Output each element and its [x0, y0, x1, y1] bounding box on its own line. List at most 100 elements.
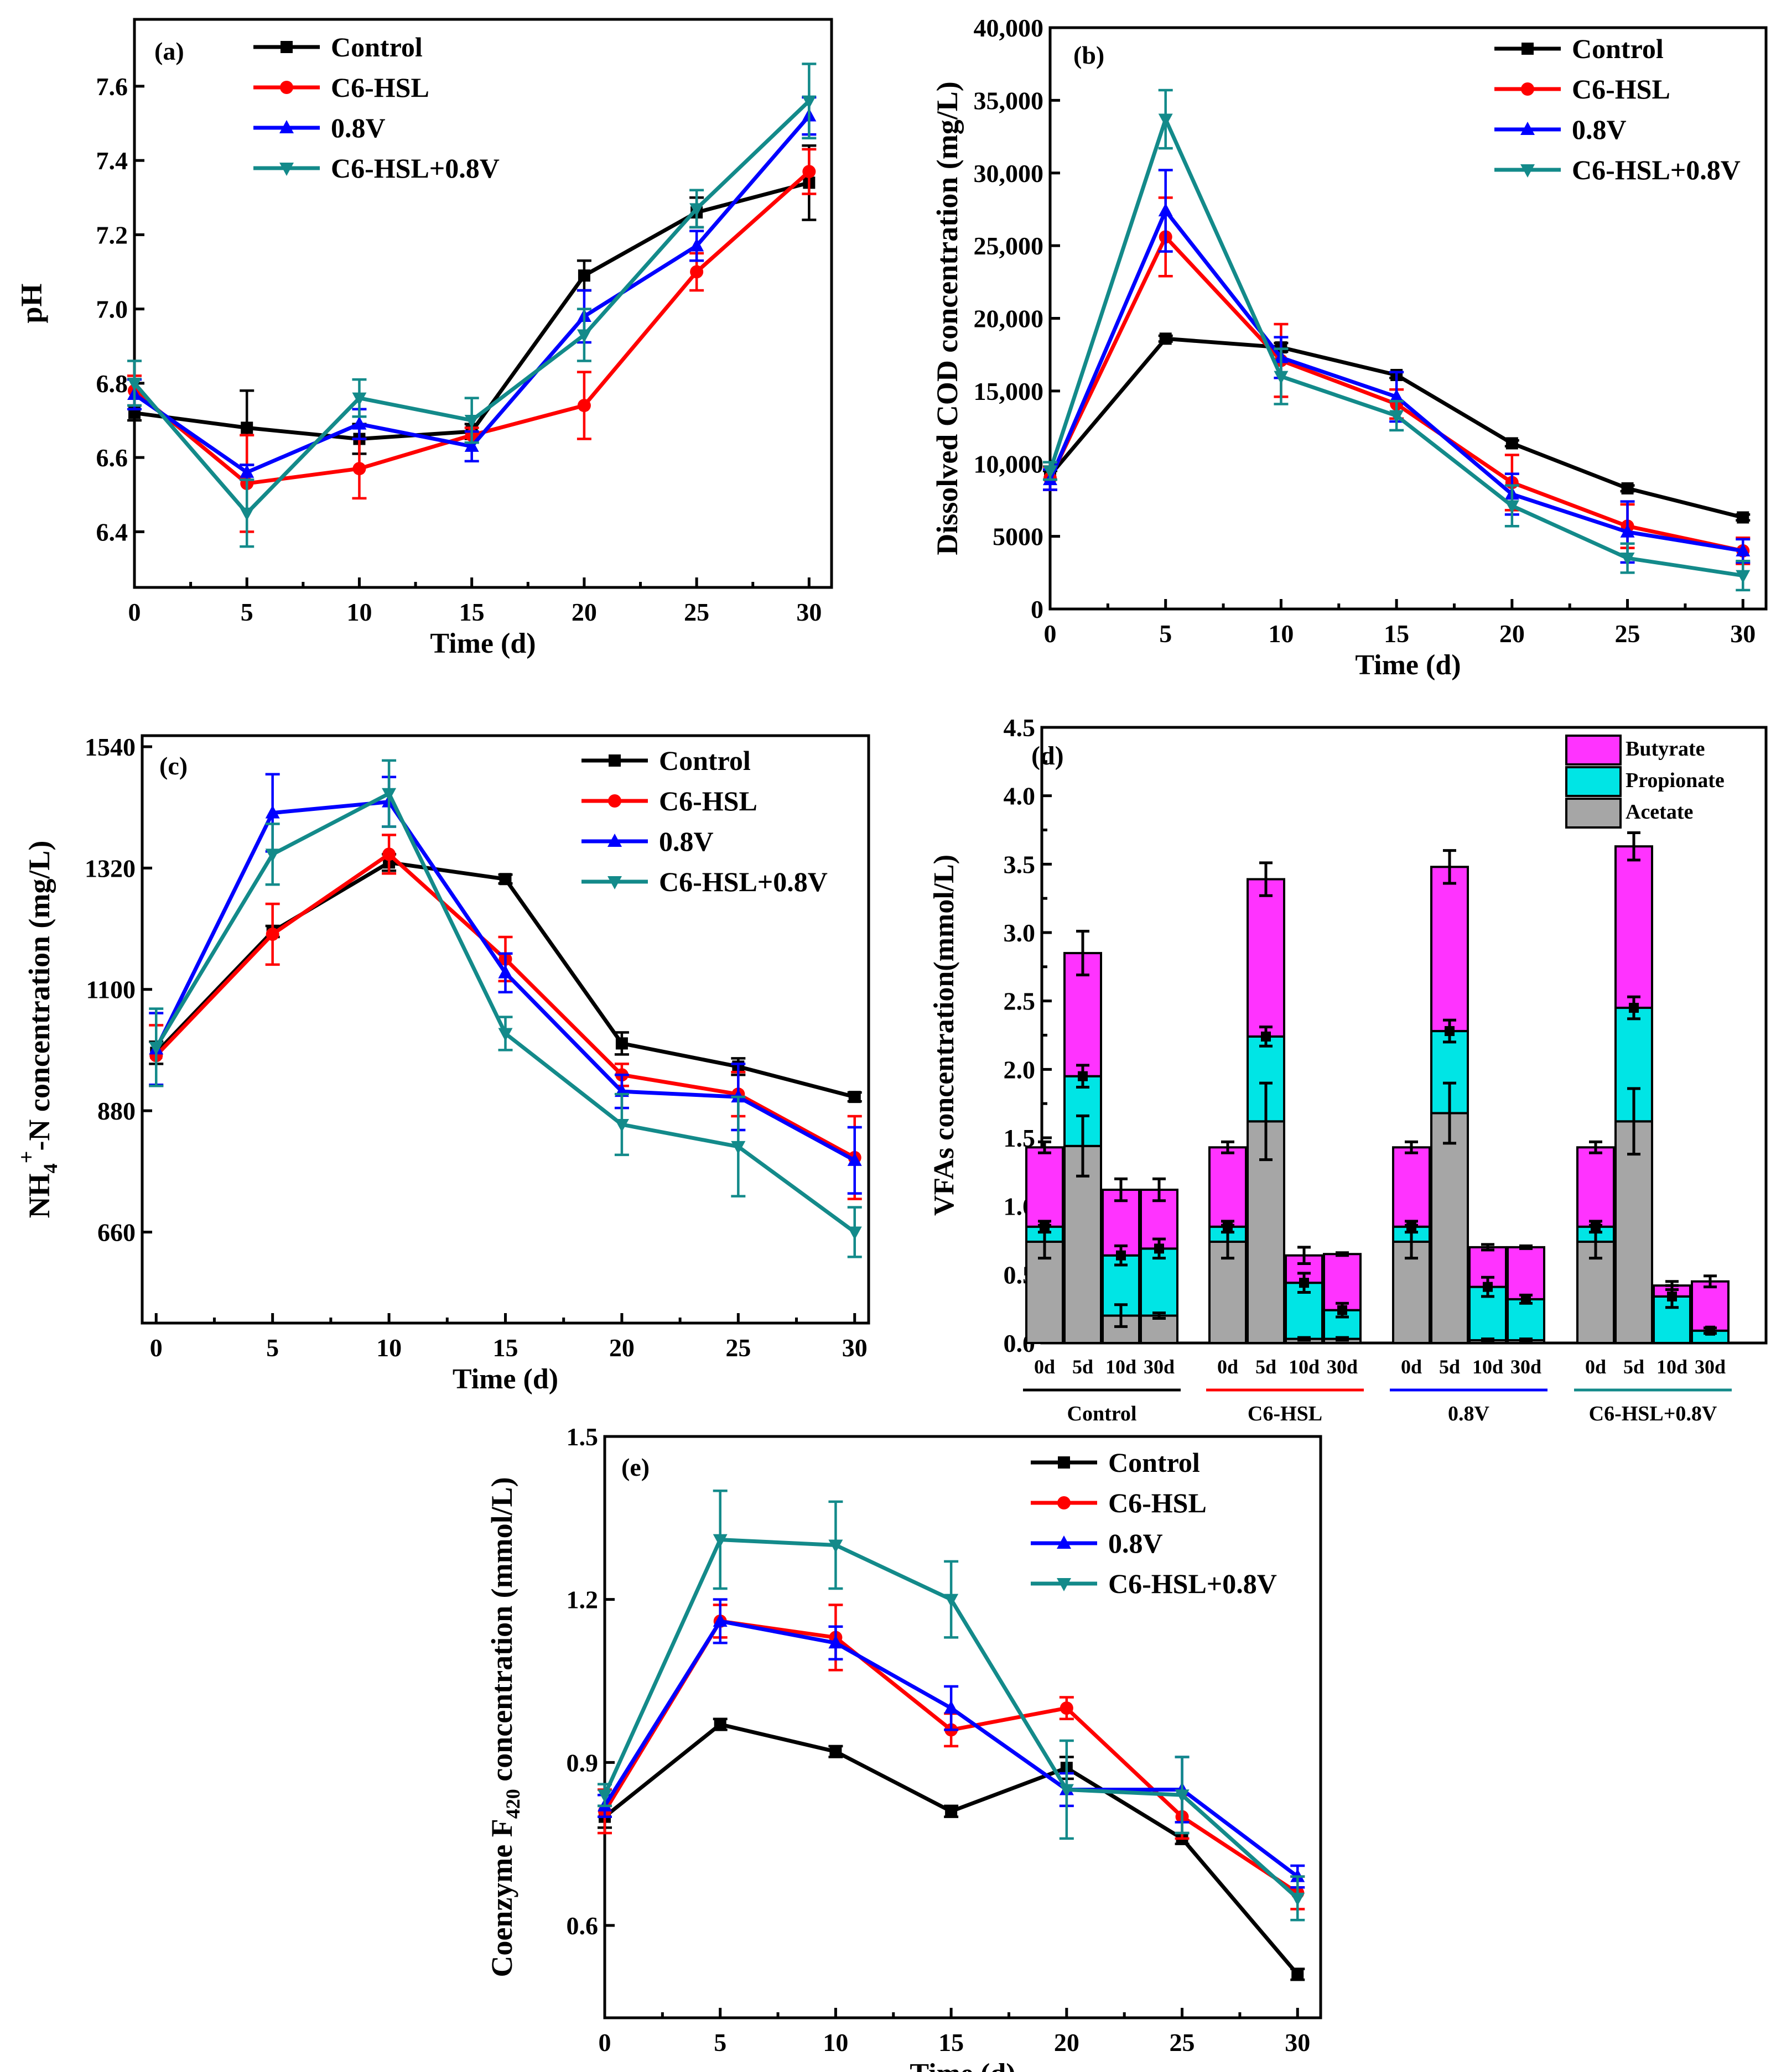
legend-marker — [280, 81, 293, 94]
legend-marker — [279, 163, 294, 176]
data-point — [464, 438, 479, 452]
legend-label: C6-HSL+0.8V — [1572, 154, 1741, 185]
legend-label: Control — [1108, 1447, 1200, 1478]
data-point — [689, 203, 704, 217]
x-tick-label: 15 — [493, 1334, 518, 1362]
category-label: 5d — [1439, 1356, 1460, 1378]
data-point — [1389, 389, 1404, 403]
bar-butyrate — [1025, 1146, 1064, 1228]
data-point — [265, 805, 280, 819]
data-point — [944, 1594, 959, 1607]
x-axis-label: Time (d) — [453, 1363, 558, 1395]
y-tick-label: 0 — [1031, 595, 1043, 623]
x-tick-label: 20 — [572, 598, 597, 626]
legend-marker — [1057, 1496, 1071, 1509]
x-tick-label: 5 — [714, 2028, 726, 2057]
legend-label: Control — [1572, 33, 1664, 64]
bar-butyrate — [1247, 878, 1285, 1038]
bar-acetate — [1614, 1120, 1653, 1344]
bar-butyrate — [1430, 866, 1469, 1033]
data-point — [1505, 437, 1518, 450]
panel-c: 0 5 10 15 20 25 30 660 880 1100 1320 1540 Time (d) NH… — [14, 733, 870, 1395]
stack-marker — [1445, 1026, 1455, 1037]
x-tick-label: 0 — [150, 1334, 163, 1362]
legend-label: 0.8V — [1572, 114, 1627, 145]
legend-label: Control — [331, 32, 423, 63]
series-0.8V — [1043, 169, 1751, 564]
series-C6-HSL+0.8V — [149, 759, 862, 1258]
data-point — [1737, 511, 1749, 524]
stack-marker — [1299, 1278, 1309, 1288]
category-label: 30d — [1510, 1356, 1541, 1378]
data-point — [1158, 203, 1173, 217]
series-line — [154, 852, 856, 1159]
y-axis-label: Coenzyme F420 concentration (mmol/L) — [485, 1477, 524, 1977]
data-point — [577, 329, 591, 343]
y-tick-label: 1100 — [86, 976, 136, 1004]
bar-propionate — [1507, 1298, 1545, 1342]
series-line — [603, 1722, 1299, 1976]
series-C6-HSL+0.8V — [1043, 88, 1751, 592]
series-Control — [598, 1717, 1305, 1981]
data-point — [713, 1534, 728, 1548]
panel-label: (e) — [621, 1453, 650, 1481]
stack-marker — [1667, 1291, 1677, 1301]
legend-label: 0.8V — [659, 826, 714, 857]
data-point — [352, 416, 367, 430]
bar-butyrate — [1392, 1146, 1431, 1228]
x-tick-label: 5 — [266, 1334, 279, 1362]
bar-group-Control: 0d 5d 10d 30d Control — [1023, 930, 1181, 1425]
legend-marker — [281, 41, 293, 53]
data-point — [1620, 553, 1635, 566]
legend-marker — [608, 794, 621, 808]
data-point — [499, 873, 512, 886]
data-point — [731, 1141, 746, 1154]
stack-marker — [1154, 1243, 1164, 1254]
legend-marker — [1057, 1578, 1071, 1591]
data-point — [614, 1119, 629, 1133]
legend-label: Propionate — [1626, 769, 1725, 792]
x-tick-label: 25 — [725, 1334, 751, 1362]
category-label: 0d — [1217, 1356, 1238, 1378]
legend-label: 0.8V — [331, 112, 386, 143]
y-tick-label: 660 — [97, 1218, 136, 1246]
panel-e: 0 5 10 15 20 25 30 0.6 0.9 1.2 1.5 Time (d) Coenzyme… — [485, 1423, 1322, 2072]
y-tick-label: 30,000 — [974, 159, 1044, 188]
category-label: 30d — [1327, 1356, 1358, 1378]
panel-label: (c) — [159, 752, 188, 780]
y-tick-label: 1320 — [85, 854, 136, 882]
group-label: C6-HSL+0.8V — [1589, 1402, 1717, 1425]
data-point — [847, 1152, 862, 1166]
x-tick-label: 15 — [1384, 619, 1409, 648]
legend-marker — [609, 754, 621, 767]
bar-group-0.8V: 0d 5d 10d 30d 0.8V — [1390, 849, 1547, 1425]
data-point — [1159, 332, 1172, 345]
data-point — [848, 1091, 861, 1103]
plot-frame-b — [1048, 26, 1768, 611]
x-tick-label: 0 — [599, 2028, 611, 2057]
y-tick-label: 4.0 — [1004, 782, 1036, 810]
plot-frame-a — [133, 18, 833, 589]
x-tick-label: 5 — [241, 598, 253, 626]
bar-butyrate — [1691, 1280, 1730, 1332]
y-tick-label: 7.4 — [96, 147, 128, 175]
bar-butyrate — [1614, 845, 1653, 1009]
legend-label: Butyrate — [1626, 737, 1705, 761]
data-point — [149, 1042, 164, 1055]
data-point — [1291, 1968, 1304, 1981]
legend-marker — [279, 120, 294, 133]
legend-label: Control — [659, 745, 751, 776]
group-label: Control — [1067, 1402, 1137, 1425]
x-tick-label: 10 — [346, 598, 372, 626]
category-label: 10d — [1472, 1356, 1503, 1378]
x-tick-label: 20 — [609, 1334, 635, 1362]
legend-swatch — [1565, 735, 1622, 766]
y-tick-label: 15,000 — [974, 377, 1044, 405]
stack-marker — [1629, 1003, 1639, 1013]
bar-butyrate — [1323, 1253, 1362, 1311]
category-label: 0d — [1401, 1356, 1422, 1378]
x-tick-label: 25 — [1615, 619, 1640, 648]
x-tick-label: 0 — [1044, 619, 1057, 648]
x-tick-label: 30 — [1285, 2028, 1310, 2057]
y-tick-label: 7.2 — [96, 221, 128, 249]
